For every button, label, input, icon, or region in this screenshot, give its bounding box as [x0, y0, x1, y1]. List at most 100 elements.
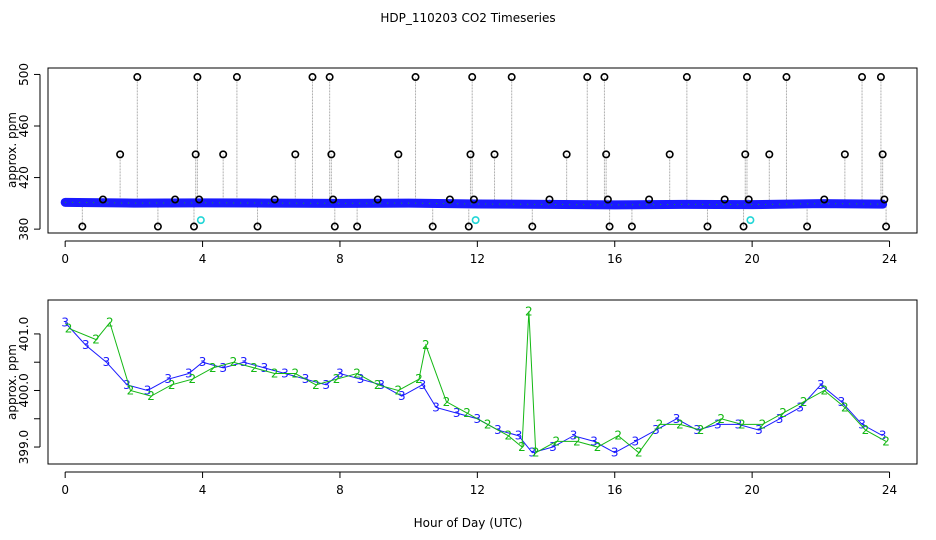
- series-glyph-2: 2: [882, 434, 890, 448]
- outlier-point: [507, 73, 516, 82]
- series-glyph-3: 3: [693, 423, 701, 437]
- outlier-point: [373, 195, 382, 204]
- y-tick-label: 400.0: [17, 373, 31, 407]
- outlier-point: [665, 150, 674, 159]
- series-glyph-2: 2: [353, 367, 361, 381]
- series-glyph-3: 3: [103, 355, 111, 369]
- series-glyph-3: 3: [838, 395, 846, 409]
- outlier-point: [782, 73, 791, 82]
- series-glyph-2: 2: [738, 417, 746, 431]
- series-glyph-2: 2: [65, 321, 73, 335]
- series-glyph-3: 3: [336, 367, 344, 381]
- outlier-point: [464, 222, 473, 231]
- y-tick-label: 401.0: [17, 317, 31, 351]
- outlier-point: [880, 195, 889, 204]
- outlier-point: [195, 195, 204, 204]
- outlier-point: [820, 195, 829, 204]
- series-glyph-2: 2: [250, 361, 258, 375]
- x-tick-label: 20: [744, 252, 759, 266]
- outlier-point: [232, 73, 241, 82]
- outlier-point: [876, 73, 885, 82]
- outlier-point: [840, 150, 849, 159]
- series-glyph-2: 2: [291, 367, 299, 381]
- series-glyph-2: 2: [656, 417, 664, 431]
- outlier-point: [329, 195, 338, 204]
- series-glyph-3: 3: [123, 378, 131, 392]
- series-glyph-2: 2: [594, 440, 602, 454]
- y-tick-label: 380: [17, 218, 31, 241]
- series-glyph-3: 3: [357, 372, 365, 386]
- outlier-point: [445, 195, 454, 204]
- outlier-point: [133, 73, 142, 82]
- series-glyph-3: 3: [515, 429, 523, 443]
- series-line-2: [68, 311, 887, 454]
- series-glyph-2: 2: [395, 383, 403, 397]
- series-glyph-2: 2: [504, 429, 512, 443]
- series-glyph-3: 3: [673, 412, 681, 426]
- bottom-x-axis: 0 4 8 12 16 20 24: [61, 471, 897, 497]
- series-glyph-2: 2: [312, 378, 320, 392]
- x-tick-label: 16: [607, 252, 622, 266]
- x-tick-label: 12: [470, 483, 485, 497]
- series-glyph-2: 2: [127, 383, 135, 397]
- outlier-point: [253, 222, 262, 231]
- top-x-axis: 0 4 8 12 16 20 24: [61, 240, 897, 266]
- outlier-point: [466, 150, 475, 159]
- outlier-point: [682, 73, 691, 82]
- x-tick-label: 8: [336, 252, 344, 266]
- series-glyph-3: 3: [549, 440, 557, 454]
- x-tick-label: 4: [199, 252, 207, 266]
- series-glyph-3: 3: [432, 400, 440, 414]
- series-glyph-3: 3: [528, 446, 536, 460]
- cyan-point: [196, 216, 205, 225]
- chart-title: HDP_110203 CO2 Timeseries: [380, 11, 555, 25]
- outlier-point: [193, 73, 202, 82]
- outlier-point: [720, 195, 729, 204]
- outlier-point: [116, 150, 125, 159]
- outlier-point: [627, 222, 636, 231]
- cyan-point: [746, 216, 755, 225]
- series-glyph-3: 3: [82, 338, 90, 352]
- series-glyph-3: 3: [796, 400, 804, 414]
- series-glyph-3: 3: [322, 378, 330, 392]
- outlier-point: [878, 150, 887, 159]
- bottom-y-axis: 399.0 400.0 401.0: [17, 317, 41, 464]
- series-line-3: [64, 322, 883, 454]
- y-tick-label: 399.0: [17, 430, 31, 464]
- series-glyph-3: 3: [377, 378, 385, 392]
- series-glyph-2: 2: [553, 434, 561, 448]
- series-glyph-2: 2: [717, 412, 725, 426]
- series-glyph-3: 3: [590, 434, 598, 448]
- series-glyph-2: 2: [168, 378, 176, 392]
- outlier-point: [645, 195, 654, 204]
- series-glyph-3: 3: [419, 378, 427, 392]
- series-glyph-3: 3: [164, 372, 172, 386]
- series-glyph-2: 2: [333, 372, 341, 386]
- outlier-point: [562, 150, 571, 159]
- outlier-point: [882, 222, 891, 231]
- x-tick-label: 16: [607, 483, 622, 497]
- outlier-point: [742, 73, 751, 82]
- series-glyph-3: 3: [755, 423, 763, 437]
- outlier-point: [602, 150, 611, 159]
- series-glyph-2: 2: [230, 355, 238, 369]
- series-glyph-2: 2: [676, 417, 684, 431]
- x-tick-label: 20: [744, 483, 759, 497]
- series-glyph-3: 3: [652, 423, 660, 437]
- x-tick-label: 24: [882, 483, 897, 497]
- series-glyph-2: 2: [106, 316, 114, 330]
- outlier-point: [545, 195, 554, 204]
- series-glyph-2: 2: [209, 361, 217, 375]
- outlier-point: [600, 73, 609, 82]
- outlier-point: [703, 222, 712, 231]
- outlier-point: [291, 150, 300, 159]
- series-glyph-3: 3: [61, 316, 69, 330]
- outlier-point: [98, 195, 107, 204]
- series-glyph-2: 2: [573, 434, 581, 448]
- series-glyph-3: 3: [632, 434, 640, 448]
- outlier-point: [325, 73, 334, 82]
- outlier-point: [858, 73, 867, 82]
- top-y-axis: 380 420 460 500: [17, 63, 41, 241]
- outlier-point: [803, 222, 812, 231]
- outlier-point: [744, 195, 753, 204]
